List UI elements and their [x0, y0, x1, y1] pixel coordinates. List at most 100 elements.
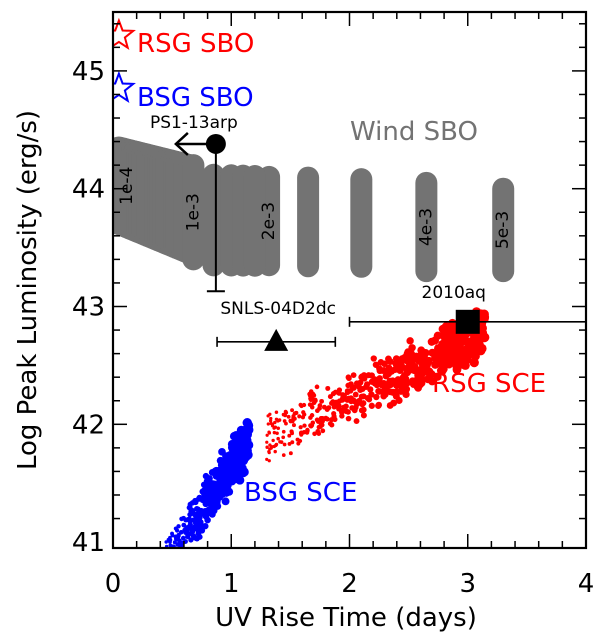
sce-point	[168, 558, 172, 562]
sce-point	[291, 423, 296, 428]
x-tick-label: 4	[578, 569, 593, 599]
sce-point	[208, 503, 216, 511]
sce-point	[187, 511, 193, 518]
sce-point	[166, 568, 170, 572]
sce-point	[166, 569, 170, 573]
rsg-sce-label: RSG SCE	[432, 369, 546, 399]
sce-point	[173, 552, 177, 556]
sce-point	[184, 526, 191, 532]
sce-point	[242, 418, 253, 428]
rsg-sbo-star	[113, 17, 136, 50]
sce-point	[190, 526, 196, 533]
sce-point	[273, 425, 278, 429]
sce-point	[276, 426, 281, 431]
sce-point	[301, 410, 306, 415]
sce-point	[203, 500, 210, 507]
sce-point	[403, 379, 411, 387]
sce-point	[354, 401, 360, 408]
sce-point	[290, 431, 295, 436]
sce-point	[274, 410, 279, 415]
sce-point	[386, 402, 394, 409]
sce-point	[268, 447, 272, 451]
sce-point	[348, 398, 355, 405]
sce-point	[358, 407, 365, 414]
sce-point	[406, 366, 415, 374]
ps1-upper-limit-arrow	[174, 132, 189, 156]
sce-point	[329, 417, 335, 423]
sce-point	[201, 507, 209, 515]
sce-point	[321, 404, 327, 410]
sce-point	[282, 419, 287, 423]
ps1-13arp-label: PS1-13arp	[150, 113, 238, 133]
sce-point	[190, 533, 197, 539]
sce-point	[377, 358, 385, 366]
sce-point	[205, 493, 212, 501]
sce-point	[212, 472, 220, 480]
sce-point	[186, 554, 191, 559]
y-tick-label: 43	[72, 293, 105, 323]
sce-point	[218, 490, 227, 498]
sce-point	[305, 428, 310, 433]
sce-point	[318, 424, 323, 429]
y-axis-label: Log Peak Luminosity (erg/s)	[13, 110, 43, 470]
y-tick-label: 45	[72, 57, 105, 87]
rsg-sbo-label: RSG SBO	[137, 29, 254, 59]
sce-point	[165, 570, 169, 574]
sce-point	[309, 404, 315, 410]
sce-point	[360, 412, 367, 419]
sce-point	[385, 381, 393, 389]
y-tick-label: 42	[72, 410, 105, 440]
sce-point	[350, 372, 357, 378]
sce-point	[441, 322, 451, 331]
sce-point	[171, 565, 175, 569]
sce-point	[268, 412, 272, 416]
sce-point	[419, 357, 428, 366]
sce-point	[345, 415, 352, 422]
sce-point	[175, 553, 179, 557]
sce-point	[267, 431, 272, 435]
sce-point	[163, 562, 166, 565]
sce-point	[288, 451, 293, 456]
sce-point	[375, 401, 383, 409]
sce-point	[454, 355, 463, 365]
bsg-sce-label: BSG SCE	[244, 478, 357, 508]
sce-point	[349, 405, 355, 411]
sce-point	[324, 416, 330, 422]
sce-point	[181, 522, 187, 528]
sce-point	[168, 564, 172, 568]
sce-point	[194, 506, 201, 513]
sce-point	[360, 393, 367, 400]
wind-band-label: 2e-3	[259, 202, 279, 240]
sce-point	[176, 561, 180, 565]
bsg-sbo-label: BSG SBO	[137, 83, 254, 113]
sce-point	[380, 367, 388, 374]
y-tick-label: 41	[72, 528, 105, 558]
sce-point	[325, 385, 331, 391]
sce-point	[385, 370, 392, 378]
sce-point	[406, 337, 414, 345]
sce-point	[206, 475, 213, 482]
sce-point	[168, 555, 172, 559]
sce-point	[399, 363, 407, 372]
sce-point	[281, 453, 286, 457]
sce-point	[174, 549, 178, 553]
sce-point	[188, 537, 194, 543]
sce-point	[415, 374, 424, 383]
sce-point	[433, 331, 442, 340]
sce-point	[345, 374, 352, 380]
sce-point	[352, 391, 359, 398]
sce-point	[353, 418, 360, 424]
sce-point	[168, 535, 172, 540]
sce-point	[172, 550, 176, 554]
sce-point	[223, 470, 232, 479]
sce-point	[169, 552, 173, 556]
sce-point	[176, 558, 180, 562]
wind-band-label: 1e-3	[183, 193, 203, 231]
sce-point	[408, 377, 417, 385]
sce-point	[170, 559, 174, 563]
sce-point	[173, 568, 177, 572]
x-tick-label: 3	[459, 569, 476, 599]
sce-point	[173, 558, 177, 562]
sce-point	[221, 497, 230, 506]
sce-point	[372, 378, 379, 386]
